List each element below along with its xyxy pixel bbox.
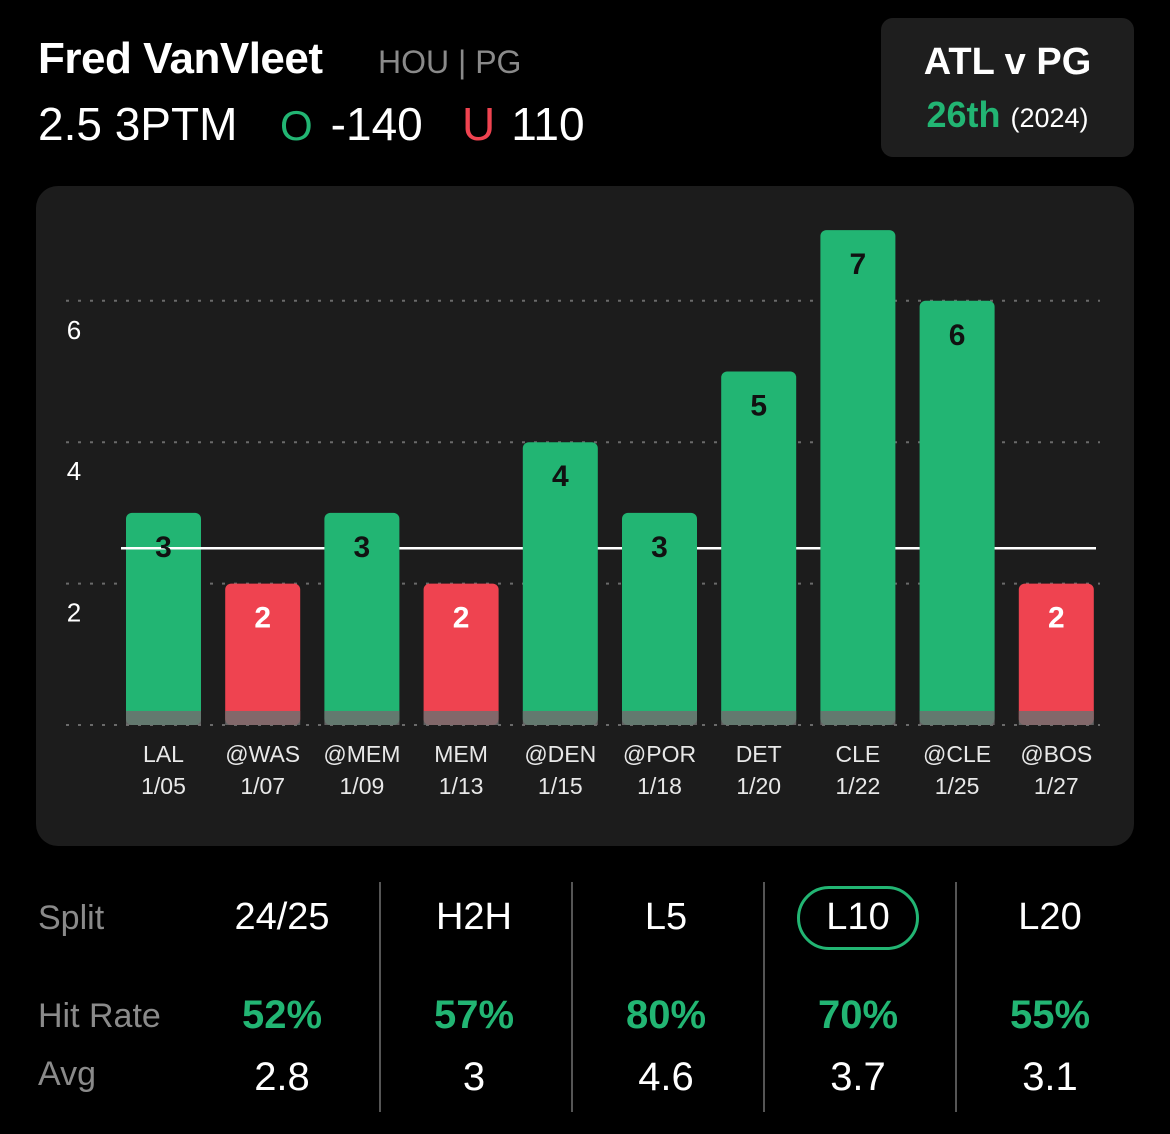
bar-value-label: 2	[453, 602, 470, 635]
matchup-card[interactable]: ATL v PG 26th (2024)	[881, 18, 1134, 157]
matchup-title: ATL v PG	[923, 41, 1092, 83]
avg-value: 2.8	[254, 1055, 310, 1099]
column-divider	[763, 882, 765, 1112]
y-tick-label: 4	[67, 456, 81, 486]
split-tab-2425[interactable]: 24/25	[186, 894, 378, 940]
avg-row-label: Avg	[38, 1055, 96, 1093]
x-tick-date: 1/27	[1034, 773, 1079, 799]
bar-base	[919, 711, 995, 725]
bar-value-label: 7	[850, 248, 867, 281]
column-divider	[955, 882, 957, 1112]
bar-base	[1018, 711, 1094, 725]
x-tick-date: 1/20	[736, 773, 781, 799]
split-tab-label: L5	[644, 896, 688, 938]
x-tick-opponent: @CLE	[923, 741, 991, 767]
x-tick-date: 1/25	[935, 773, 980, 799]
player-name: Fred VanVleet	[38, 34, 323, 83]
bar-hit	[820, 230, 896, 725]
avg-value: 3	[462, 1055, 486, 1099]
bar-value-label: 5	[750, 390, 767, 423]
hit-rate-row-label: Hit Rate	[38, 997, 161, 1035]
x-tick-opponent: @POR	[623, 741, 696, 767]
x-tick-date: 1/07	[240, 773, 285, 799]
x-tick-date: 1/22	[836, 773, 881, 799]
split-tab-h2h[interactable]: H2H	[378, 894, 570, 940]
bar-miss	[423, 583, 499, 725]
x-tick-date: 1/09	[340, 773, 385, 799]
column-divider	[379, 882, 381, 1112]
x-tick-date: 1/13	[439, 773, 484, 799]
split-tab-l10[interactable]: L10	[762, 886, 954, 950]
bar-value-label: 2	[1048, 602, 1065, 635]
avg-value: 4.6	[638, 1055, 694, 1099]
hit-rate-value: 70%	[817, 993, 899, 1037]
x-tick-opponent: DET	[736, 741, 782, 767]
x-tick-opponent: CLE	[836, 741, 881, 767]
over-odds-group[interactable]: O -140	[280, 96, 423, 154]
hit-rate-value: 55%	[1009, 993, 1091, 1037]
bar-miss	[1018, 583, 1094, 725]
x-tick-opponent: LAL	[143, 741, 184, 767]
hit-rate-value: 52%	[241, 993, 323, 1037]
x-tick-date: 1/05	[141, 773, 186, 799]
avg-value: 3.1	[1022, 1055, 1078, 1099]
split-tab-label: L10	[797, 886, 919, 950]
bar-miss	[225, 583, 301, 725]
bar-base	[423, 711, 499, 725]
bar-hit	[919, 300, 995, 725]
bar-hit	[522, 442, 598, 725]
split-tab-label: 24/25	[234, 896, 330, 938]
matchup-rank: 26th	[926, 94, 1001, 135]
x-tick-opponent: @MEM	[323, 741, 400, 767]
split-row-label: Split	[38, 899, 105, 937]
column-divider	[571, 882, 573, 1112]
bar-base	[225, 711, 301, 725]
bar-value-label: 3	[354, 531, 371, 564]
split-tab-label: H2H	[435, 896, 513, 938]
x-tick-opponent: @DEN	[524, 741, 596, 767]
bar-base	[622, 711, 697, 725]
bar-base	[820, 711, 896, 725]
bar-hit	[622, 512, 697, 725]
team-position: HOU | PG	[378, 44, 522, 80]
matchup-rank-row: 26th (2024)	[881, 94, 1134, 144]
y-tick-label: 6	[67, 315, 81, 345]
bar-base	[126, 711, 201, 725]
game-log-bar-chart: 2 4 6 3 LAL 1/05 2 @WAS 1/07 3 @MEM 1/09 2 MEM 1/13 4 @D…	[66, 230, 1100, 799]
bar-value-label: 6	[949, 319, 966, 352]
bar-value-label: 3	[651, 531, 668, 564]
bar-hit	[126, 512, 201, 725]
split-tab-label: L20	[1018, 896, 1082, 938]
split-tab-l5[interactable]: L5	[570, 894, 762, 940]
prop-line: 2.5 3PTM	[38, 98, 238, 150]
bar-base	[721, 711, 797, 725]
over-odds: -140	[330, 98, 423, 150]
game-log-chart-card: 2 4 6 3 LAL 1/05 2 @WAS 1/07 3 @MEM 1/09 2 MEM 1/13 4 @D…	[36, 186, 1134, 846]
hit-rate-value: 57%	[433, 993, 515, 1037]
matchup-season: (2024)	[1010, 103, 1089, 133]
under-odds-group[interactable]: U 110	[462, 96, 585, 152]
hit-rate-value: 80%	[625, 993, 707, 1037]
bar-hit	[324, 512, 400, 725]
under-marker: U	[462, 98, 496, 150]
bar-value-label: 4	[552, 460, 569, 493]
split-tab-l20[interactable]: L20	[954, 894, 1146, 940]
x-tick-date: 1/15	[538, 773, 583, 799]
bar-base	[324, 711, 400, 725]
bar-value-label: 3	[155, 531, 172, 564]
x-tick-opponent: MEM	[434, 741, 488, 767]
x-tick-opponent: @BOS	[1020, 741, 1092, 767]
x-tick-opponent: @WAS	[225, 741, 300, 767]
under-odds: 110	[511, 98, 585, 150]
bar-base	[522, 711, 598, 725]
bar-value-label: 2	[254, 602, 271, 635]
over-marker: O	[280, 102, 313, 149]
avg-value: 3.7	[830, 1055, 886, 1099]
y-tick-label: 2	[67, 598, 81, 628]
bar-hit	[721, 371, 797, 725]
x-tick-date: 1/18	[637, 773, 682, 799]
